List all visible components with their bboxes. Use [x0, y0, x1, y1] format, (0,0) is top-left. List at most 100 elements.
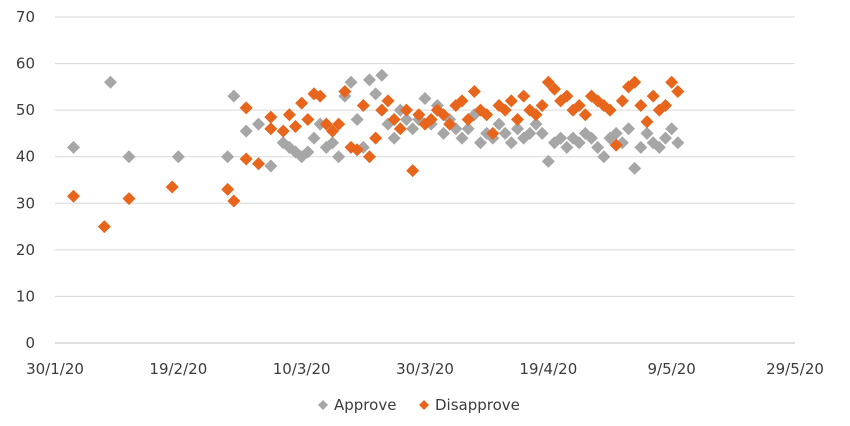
data-point-approve	[344, 75, 358, 89]
data-point-approve	[171, 150, 185, 164]
data-point-disapprove	[239, 101, 253, 115]
data-point-disapprove	[227, 194, 241, 208]
data-point-approve	[640, 126, 654, 140]
data-point-disapprove	[282, 108, 296, 122]
data-point-approve	[350, 112, 364, 126]
data-point-disapprove	[628, 75, 642, 89]
data-point-disapprove	[671, 85, 685, 99]
data-point-disapprove	[609, 138, 623, 152]
data-point-disapprove	[301, 112, 315, 126]
data-point-approve	[67, 140, 80, 154]
legend-label-disapprove: Disapprove	[435, 396, 520, 414]
legend: Approve Disapprove	[318, 396, 520, 414]
data-point-disapprove	[400, 103, 413, 117]
data-point-disapprove	[369, 131, 383, 145]
data-point-disapprove	[615, 94, 629, 108]
data-point-approve	[591, 140, 605, 154]
data-point-approve	[252, 117, 265, 131]
legend-marker-approve	[318, 400, 328, 410]
data-point-disapprove	[504, 94, 518, 108]
y-tick-label: 60	[16, 55, 35, 73]
data-point-approve	[609, 126, 623, 140]
data-point-approve	[326, 136, 339, 150]
data-point-disapprove	[603, 103, 617, 117]
x-tick-label: 30/1/20	[26, 360, 84, 378]
data-point-disapprove	[289, 119, 302, 133]
data-point-disapprove	[295, 96, 309, 110]
y-tick-label: 10	[16, 287, 35, 305]
data-point-disapprove	[338, 85, 352, 99]
data-point-approve	[652, 140, 666, 154]
data-point-approve	[301, 145, 315, 159]
data-point-disapprove	[412, 108, 426, 122]
data-point-approve	[387, 131, 401, 145]
data-point-approve	[585, 131, 598, 145]
data-point-approve	[227, 89, 241, 103]
data-point-approve	[461, 122, 475, 136]
data-point-approve	[406, 122, 420, 136]
data-point-disapprove	[326, 124, 339, 138]
data-point-approve	[659, 131, 672, 145]
data-point-disapprove	[535, 98, 549, 112]
data-point-approve	[535, 126, 549, 140]
data-point-disapprove	[437, 108, 450, 122]
data-point-disapprove	[332, 117, 346, 131]
data-point-disapprove	[264, 122, 278, 136]
data-point-approve	[221, 150, 235, 164]
data-point-disapprove	[356, 98, 370, 112]
data-point-approve	[455, 131, 469, 145]
data-point-disapprove	[393, 122, 407, 136]
data-points	[67, 68, 685, 234]
data-point-approve	[375, 68, 389, 82]
data-point-disapprove	[467, 85, 481, 99]
data-point-approve	[264, 159, 278, 173]
data-point-disapprove	[443, 117, 457, 131]
data-point-approve	[541, 154, 555, 168]
data-point-approve	[628, 161, 642, 175]
data-point-approve	[634, 140, 648, 154]
data-point-approve	[554, 131, 568, 145]
data-point-approve	[122, 150, 136, 164]
x-tick-label: 30/3/20	[396, 360, 454, 378]
data-point-disapprove	[67, 189, 80, 203]
data-point-approve	[369, 87, 383, 101]
data-point-disapprove	[548, 82, 561, 96]
data-point-disapprove	[276, 124, 290, 138]
data-point-disapprove	[646, 89, 660, 103]
data-point-disapprove	[363, 150, 376, 164]
data-point-disapprove	[480, 108, 494, 122]
data-point-disapprove	[122, 192, 136, 206]
legend-marker-disapprove	[419, 400, 429, 410]
data-point-disapprove	[486, 126, 500, 140]
data-point-approve	[307, 131, 321, 145]
series-disapprove	[67, 75, 685, 234]
data-point-disapprove	[350, 143, 364, 157]
data-point-approve	[665, 122, 679, 136]
data-point-disapprove	[252, 157, 265, 171]
data-point-disapprove	[319, 117, 333, 131]
data-point-disapprove	[165, 180, 179, 194]
data-point-disapprove	[424, 112, 438, 126]
data-point-disapprove	[529, 108, 543, 122]
data-point-approve	[504, 136, 518, 150]
data-point-approve	[671, 136, 685, 150]
data-point-approve	[523, 126, 537, 140]
x-axis-ticks: 30/1/20 19/2/20 10/3/20 30/3/20 19/4/20 9/5/2…	[26, 360, 824, 378]
data-point-disapprove	[634, 98, 648, 112]
data-point-disapprove	[221, 182, 235, 196]
data-point-disapprove	[498, 103, 512, 117]
data-point-approve	[104, 75, 117, 89]
data-point-disapprove	[406, 164, 420, 178]
y-axis-ticks: 0 10 20 30 40 50 60 70	[16, 8, 35, 352]
data-point-approve	[511, 122, 524, 136]
data-point-disapprove	[381, 94, 395, 108]
data-point-disapprove	[375, 103, 389, 117]
data-point-disapprove	[313, 89, 327, 103]
data-point-approve	[572, 136, 586, 150]
data-point-disapprove	[572, 98, 586, 112]
data-point-disapprove	[387, 112, 401, 126]
y-tick-label: 50	[16, 101, 35, 119]
y-tick-label: 0	[25, 334, 35, 352]
y-tick-label: 30	[16, 194, 35, 212]
